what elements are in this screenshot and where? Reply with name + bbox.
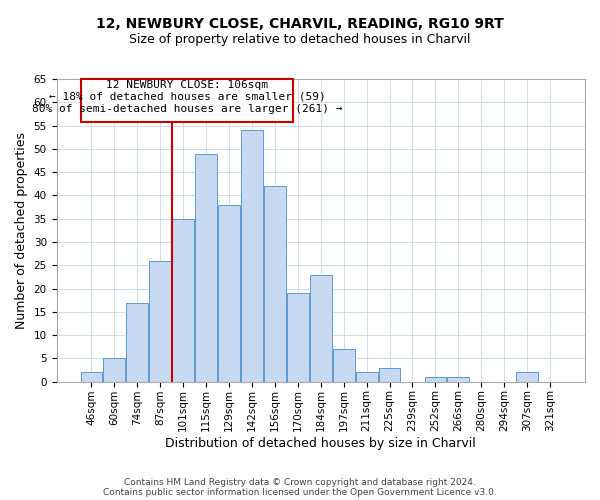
Bar xyxy=(218,204,240,382)
Bar xyxy=(80,372,103,382)
Text: 12 NEWBURY CLOSE: 106sqm: 12 NEWBURY CLOSE: 106sqm xyxy=(106,80,268,90)
Bar xyxy=(287,293,309,382)
X-axis label: Distribution of detached houses by size in Charvil: Distribution of detached houses by size … xyxy=(166,437,476,450)
Bar xyxy=(264,186,286,382)
Y-axis label: Number of detached properties: Number of detached properties xyxy=(15,132,28,329)
Text: Contains HM Land Registry data © Crown copyright and database right 2024.: Contains HM Land Registry data © Crown c… xyxy=(124,478,476,487)
Bar xyxy=(103,358,125,382)
FancyBboxPatch shape xyxy=(81,79,293,122)
Bar xyxy=(127,302,148,382)
Text: 12, NEWBURY CLOSE, CHARVIL, READING, RG10 9RT: 12, NEWBURY CLOSE, CHARVIL, READING, RG1… xyxy=(96,18,504,32)
Bar xyxy=(425,377,446,382)
Bar xyxy=(149,260,171,382)
Bar xyxy=(379,368,400,382)
Bar xyxy=(310,274,332,382)
Text: 80% of semi-detached houses are larger (261) →: 80% of semi-detached houses are larger (… xyxy=(32,104,343,115)
Text: ← 18% of detached houses are smaller (59): ← 18% of detached houses are smaller (59… xyxy=(49,92,326,102)
Bar xyxy=(195,154,217,382)
Bar xyxy=(172,218,194,382)
Bar xyxy=(241,130,263,382)
Bar xyxy=(516,372,538,382)
Bar xyxy=(356,372,377,382)
Text: Size of property relative to detached houses in Charvil: Size of property relative to detached ho… xyxy=(129,32,471,46)
Bar xyxy=(333,349,355,382)
Text: Contains public sector information licensed under the Open Government Licence v3: Contains public sector information licen… xyxy=(103,488,497,497)
Bar xyxy=(448,377,469,382)
